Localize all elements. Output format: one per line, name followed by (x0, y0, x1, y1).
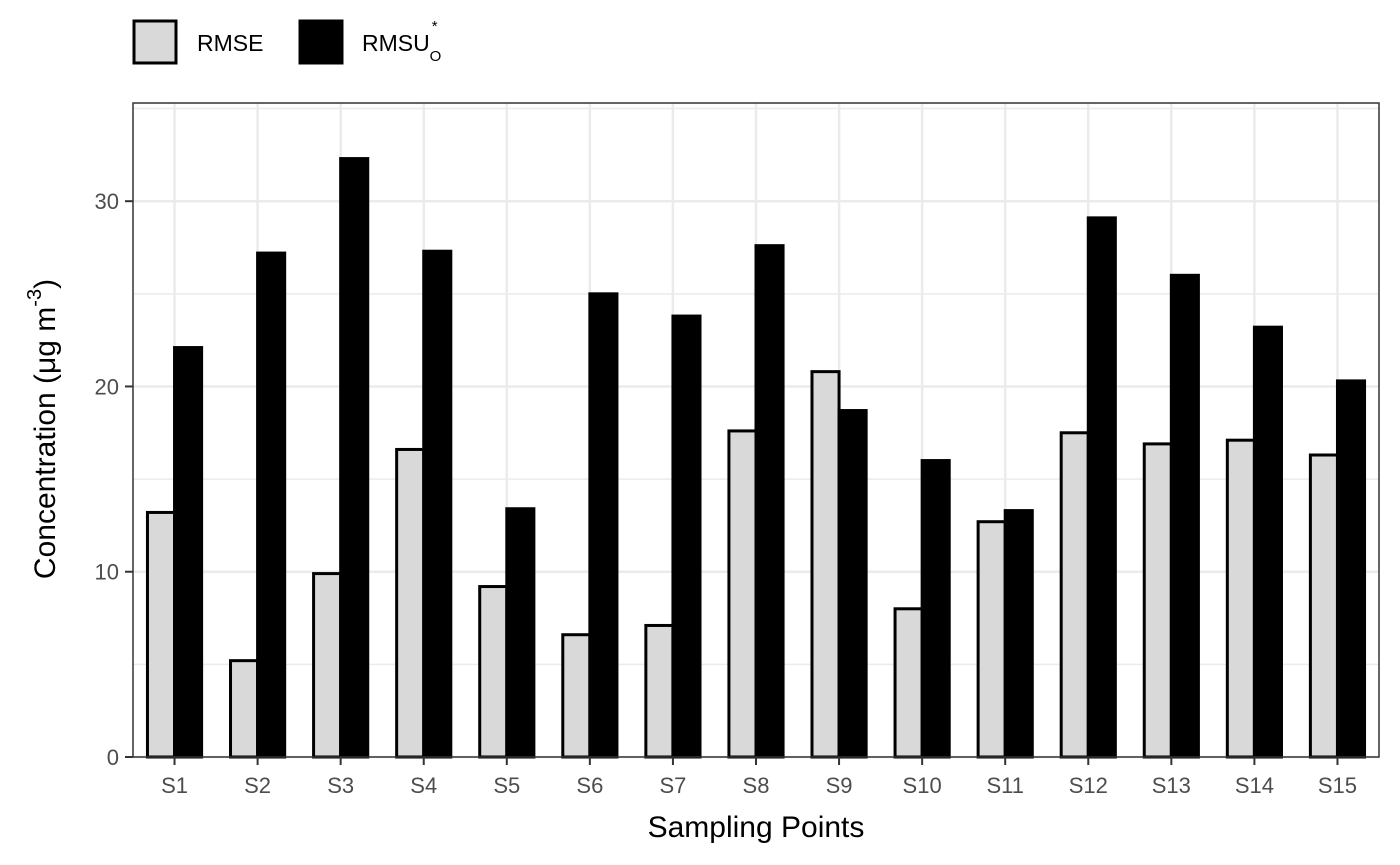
x-tick-label: S4 (410, 773, 437, 798)
x-tick-label: S13 (1152, 773, 1191, 798)
bar-rmse-s7 (644, 623, 675, 759)
bar-rmsu-s6 (588, 292, 619, 759)
bars (145, 157, 1367, 759)
bar-rmsu-s8 (754, 244, 785, 759)
bar-rmse-s14 (1225, 438, 1256, 759)
x-tick-label: S12 (1069, 773, 1108, 798)
x-axis-title: Sampling Points (648, 811, 865, 844)
x-tick-label: S6 (576, 773, 603, 798)
bar-rmse-s10 (893, 607, 924, 759)
legend-label-rmsu-base: RMSU (362, 30, 430, 56)
legend-label-rmsu-sub: O (430, 48, 442, 65)
bar-rmse-s8 (727, 429, 758, 759)
bar-rmse-s2 (229, 659, 260, 759)
bar-rmse-s3 (312, 572, 343, 759)
y-axis-title-unit: μg m (29, 307, 62, 374)
bar-rmsu-s10 (920, 459, 951, 759)
x-tick-label: S8 (743, 773, 770, 798)
bar-rmsu-s15 (1335, 379, 1367, 759)
y-axis: 0 10 20 30 (95, 189, 133, 770)
bar-rmse-s4 (395, 447, 426, 759)
bar-rmsu-s4 (422, 249, 453, 759)
x-tick-label: S10 (903, 773, 942, 798)
bar-rmsu-s9 (837, 409, 868, 759)
legend: RMSE RMSU* O (132, 18, 441, 65)
bar-rmse-s15 (1308, 453, 1339, 759)
bar-rmse-s6 (561, 633, 592, 759)
bar-rmsu-s2 (256, 251, 287, 759)
bar-rmse-s9 (810, 370, 841, 759)
bar-rmsu-s13 (1169, 273, 1200, 759)
legend-label-rmsu: RMSU* O (362, 18, 441, 65)
x-tick-label: S7 (659, 773, 686, 798)
bar-rmsu-s7 (671, 314, 702, 759)
y-tick-label: 20 (95, 374, 119, 399)
x-axis: S1 S2 S3 S4 S5 S6 S7 S8 S9 S10 S11 S12 S13 S14 S15 (161, 757, 1357, 798)
x-tick-label: S1 (161, 773, 188, 798)
bar-rmse-s1 (145, 510, 177, 759)
bar-rmse-s13 (1142, 442, 1173, 759)
bar-rmsu-s3 (339, 157, 370, 759)
x-tick-label: S2 (244, 773, 271, 798)
x-tick-label: S14 (1235, 773, 1274, 798)
y-axis-title-exp: -3 (24, 289, 46, 307)
y-axis-title: Concentration (μg m-3) (24, 279, 62, 579)
y-tick-label: 0 (107, 745, 119, 770)
bar-rmsu-s1 (173, 346, 204, 759)
bar-rmsu-s14 (1252, 325, 1283, 759)
legend-key-rmsu (298, 19, 344, 65)
x-tick-label: S3 (327, 773, 354, 798)
bar-rmsu-s11 (1003, 509, 1034, 759)
x-tick-label: S5 (493, 773, 520, 798)
y-tick-label: 10 (95, 560, 119, 585)
bar-rmse-s12 (1059, 431, 1090, 759)
y-tick-label: 30 (95, 189, 119, 214)
legend-key-rmse (132, 19, 178, 65)
y-axis-title-close: ) (29, 279, 62, 289)
y-axis-title-main: Concentration ( (29, 374, 62, 579)
legend-label-rmse: RMSE (197, 30, 263, 56)
bar-rmse-s5 (478, 585, 509, 759)
bar-rmse-s11 (976, 520, 1007, 759)
x-tick-label: S15 (1318, 773, 1357, 798)
x-tick-label: S11 (986, 773, 1024, 798)
x-tick-label: S9 (826, 773, 853, 798)
legend-label-rmsu-sup: * (432, 18, 438, 35)
bar-rmsu-s5 (505, 507, 536, 759)
bar-rmsu-s12 (1086, 216, 1117, 759)
